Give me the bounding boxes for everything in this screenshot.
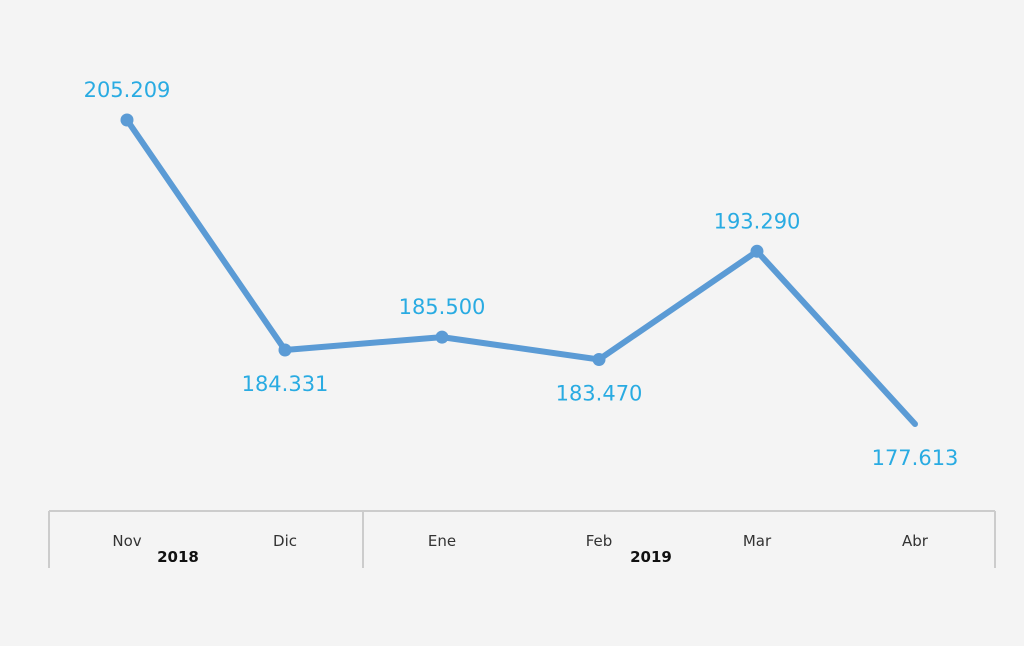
x-tick-labels: Nov Dic Ene Feb Mar Abr — [112, 532, 928, 550]
data-point-ene — [435, 330, 449, 344]
data-point-nov — [120, 113, 134, 127]
data-label-dic: 184.331 — [242, 372, 329, 396]
x-tick-label-mar: Mar — [743, 532, 772, 550]
data-label-mar: 193.290 — [714, 209, 801, 233]
data-labels: 205.209 184.331 185.500 183.470 193.290 177.6… — [84, 78, 959, 470]
data-point-mar — [750, 244, 764, 258]
year-label-2019: 2019 — [630, 548, 672, 566]
data-label-ene: 185.500 — [399, 295, 486, 319]
data-point-dic — [278, 343, 292, 357]
data-label-abr: 177.613 — [872, 446, 959, 470]
series-line-group — [124, 117, 918, 427]
data-point-feb — [592, 353, 606, 366]
data-label-feb: 183.470 — [556, 382, 643, 406]
x-axis-box — [48, 510, 996, 568]
x-tick-label-abr: Abr — [902, 532, 929, 550]
year-labels: 2018 2019 — [157, 548, 672, 566]
x-tick-label-nov: Nov — [112, 532, 141, 550]
x-tick-label-ene: Ene — [428, 532, 456, 550]
x-tick-label-feb: Feb — [586, 532, 613, 550]
x-tick-label-dic: Dic — [273, 532, 297, 550]
series-markers — [120, 113, 764, 366]
series-line — [124, 117, 918, 427]
year-label-2018: 2018 — [157, 548, 199, 566]
data-label-nov: 205.209 — [84, 78, 171, 102]
